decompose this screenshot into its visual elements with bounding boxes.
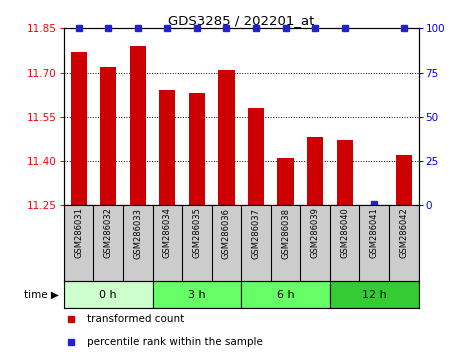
Text: GSM286034: GSM286034: [163, 207, 172, 258]
Title: GDS3285 / 202201_at: GDS3285 / 202201_at: [168, 14, 315, 27]
Text: GSM286036: GSM286036: [222, 207, 231, 259]
Bar: [189, 93, 205, 205]
Bar: [307, 137, 323, 205]
Bar: [337, 141, 353, 205]
Bar: [396, 155, 412, 205]
Text: 3 h: 3 h: [188, 290, 206, 300]
Bar: [330, 281, 419, 308]
Text: GSM286038: GSM286038: [281, 207, 290, 259]
Text: GSM286032: GSM286032: [104, 207, 113, 258]
Text: GSM286040: GSM286040: [340, 207, 349, 258]
Text: GSM286031: GSM286031: [74, 207, 83, 258]
Bar: [64, 281, 152, 308]
Text: percentile rank within the sample: percentile rank within the sample: [87, 337, 263, 348]
Text: 0 h: 0 h: [99, 290, 117, 300]
Bar: [152, 281, 241, 308]
Bar: [100, 67, 116, 205]
Text: 12 h: 12 h: [362, 290, 386, 300]
Text: GSM286037: GSM286037: [252, 207, 261, 259]
Bar: [70, 52, 87, 205]
Bar: [159, 90, 175, 205]
Bar: [130, 46, 146, 205]
Bar: [219, 70, 235, 205]
Text: GSM286033: GSM286033: [133, 207, 142, 259]
Bar: [241, 281, 330, 308]
Text: GSM286035: GSM286035: [193, 207, 201, 258]
Text: time ▶: time ▶: [24, 290, 59, 300]
Text: GSM286039: GSM286039: [311, 207, 320, 258]
Bar: [248, 108, 264, 205]
Text: transformed count: transformed count: [87, 314, 184, 325]
Text: 6 h: 6 h: [277, 290, 294, 300]
Bar: [278, 158, 294, 205]
Text: GSM286042: GSM286042: [399, 207, 408, 258]
Text: GSM286041: GSM286041: [370, 207, 379, 258]
